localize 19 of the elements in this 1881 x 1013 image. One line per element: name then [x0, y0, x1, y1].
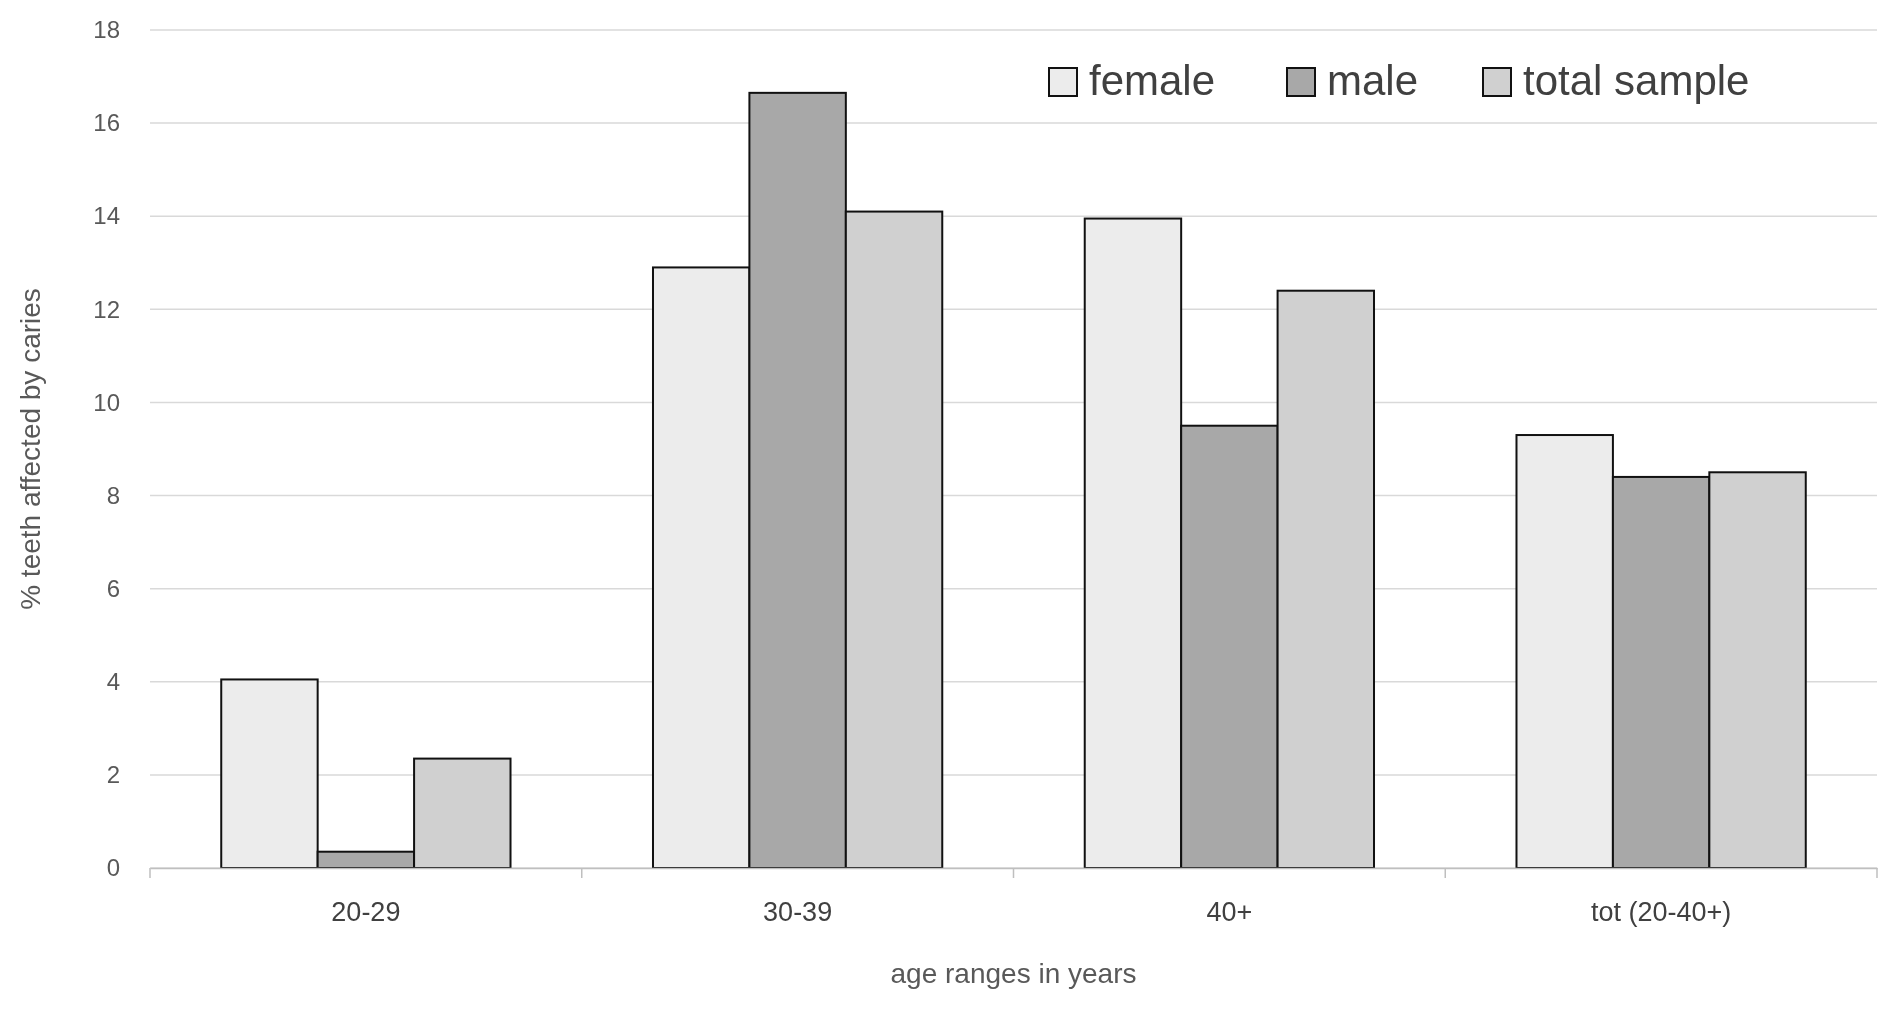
legend-label: female [1089, 57, 1216, 104]
y-tick-label: 8 [106, 481, 120, 509]
y-tick-label: 10 [93, 388, 120, 416]
y-tick-label: 16 [93, 109, 120, 137]
y-axis-title: % teeth affected by caries [15, 288, 46, 610]
x-tick-label: 20-29 [331, 897, 401, 928]
x-tick-label: tot (20-40+) [1590, 897, 1732, 928]
x-axis-title: age ranges in years [890, 958, 1137, 989]
y-tick-label: 18 [93, 16, 120, 44]
y-tick-label: 6 [106, 574, 120, 602]
y-tick-label: 14 [93, 202, 120, 230]
x-tick-label: 30-39 [763, 897, 833, 928]
x-tick-label: 40+ [1206, 897, 1253, 928]
y-tick-label: 2 [106, 761, 120, 789]
y-tick-label: 12 [93, 295, 120, 323]
y-tick-label: 0 [106, 854, 120, 882]
legend-label: male [1327, 57, 1419, 104]
legend-label: total sample [1523, 57, 1750, 104]
y-tick-label: 4 [106, 667, 120, 695]
